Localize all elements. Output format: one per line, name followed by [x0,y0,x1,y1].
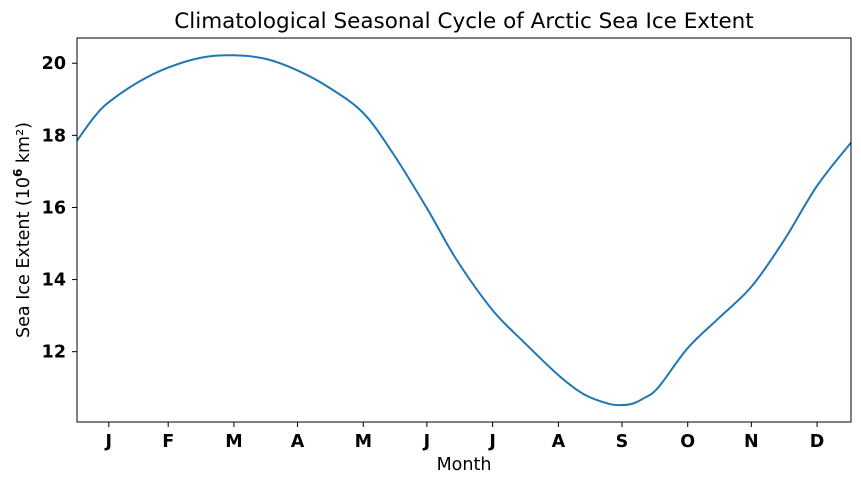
x-tick-label: S [616,432,629,452]
y-tick-label: 18 [42,126,66,146]
plot-frame [76,37,852,423]
y-axis-label-main: Sea Ice Extent (10 [14,177,34,338]
y-axis-ticks: 12 14 16 18 20 [42,54,77,363]
x-tick-label: M [225,432,242,452]
y-axis-label: Sea Ice Extent (106 km²) [11,122,34,338]
x-tick-label: F [162,432,174,452]
y-tick-label: 20 [42,54,66,74]
x-tick-label: M [355,432,372,452]
x-tick-label: N [744,432,759,452]
y-axis-label-unit: km²) [14,122,34,169]
x-tick-label: A [552,432,566,452]
x-tick-label: J [105,432,113,452]
y-tick-label: 12 [42,343,66,363]
chart-title: Climatological Seasonal Cycle of Arctic … [174,9,753,34]
x-tick-label: D [810,432,825,452]
plot-area [76,54,852,407]
x-tick-label: O [680,432,695,452]
x-tick-label: J [423,432,431,452]
y-tick-label: 14 [42,271,66,291]
x-tick-label: J [488,432,496,452]
y-tick-label: 16 [42,198,66,218]
y-axis-label-exponent: 6 [11,169,25,177]
series-line-0 [76,54,852,407]
x-tick-label: A [291,432,305,452]
x-axis-label: Month [437,455,492,475]
